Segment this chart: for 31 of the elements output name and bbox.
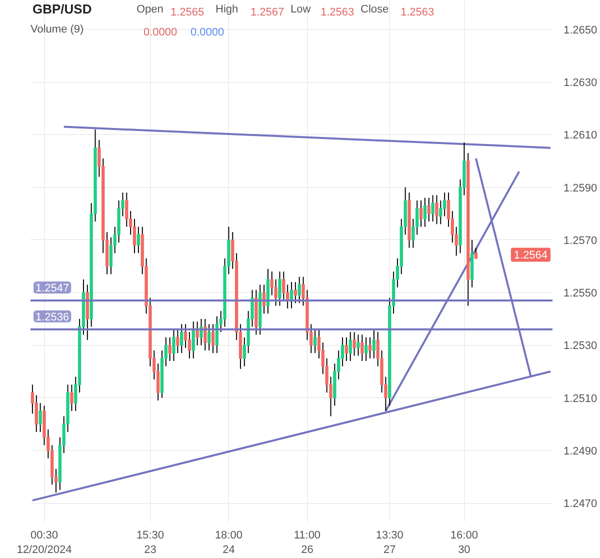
annotation: High [216, 4, 238, 16]
x-tick-label: 15:30 23 [136, 530, 164, 556]
annotation: 1.2567 [250, 6, 284, 18]
x-tick-label: 13:30 27 [376, 530, 404, 556]
annotation: 0.0000 [190, 26, 224, 38]
y-tick-label: 1.2490 [564, 445, 598, 458]
annotation: 0.0000 [144, 26, 178, 38]
chart-title: GBP/USD [32, 2, 92, 16]
annotation: Low [290, 4, 311, 16]
y-tick-label: 1.2610 [564, 130, 598, 142]
annotation: Open [136, 4, 164, 16]
y-tick-label: 1.2530 [564, 340, 598, 352]
x-tick-label: 18:00 24 [214, 530, 242, 556]
ref-line-label: 1.2536 [36, 311, 70, 324]
y-tick-label: 1.2590 [564, 182, 598, 194]
ref-line-label: 1.2547 [36, 282, 70, 294]
y-tick-label: 1.2470 [564, 498, 598, 510]
annotation: Volume (9) [30, 24, 84, 36]
annotation: 1.2565 [170, 6, 204, 18]
annotation: 1.2563 [400, 6, 434, 18]
y-tick-label: 1.2550 [564, 288, 598, 300]
annotation: 1.2563 [320, 6, 354, 18]
x-tick-label: 00:30 12/20/2024 [16, 530, 72, 556]
annotation: Close [360, 4, 389, 16]
y-tick-label: 1.2570 [564, 234, 598, 247]
annotation: 1.2564 [514, 250, 548, 262]
x-tick-label: 16:00 30 [450, 530, 478, 556]
x-tick-label: 11:00 26 [294, 530, 321, 556]
y-tick-label: 1.2630 [564, 77, 598, 90]
y-tick-label: 1.2510 [564, 392, 598, 405]
y-tick-label: 1.2650 [564, 24, 598, 36]
